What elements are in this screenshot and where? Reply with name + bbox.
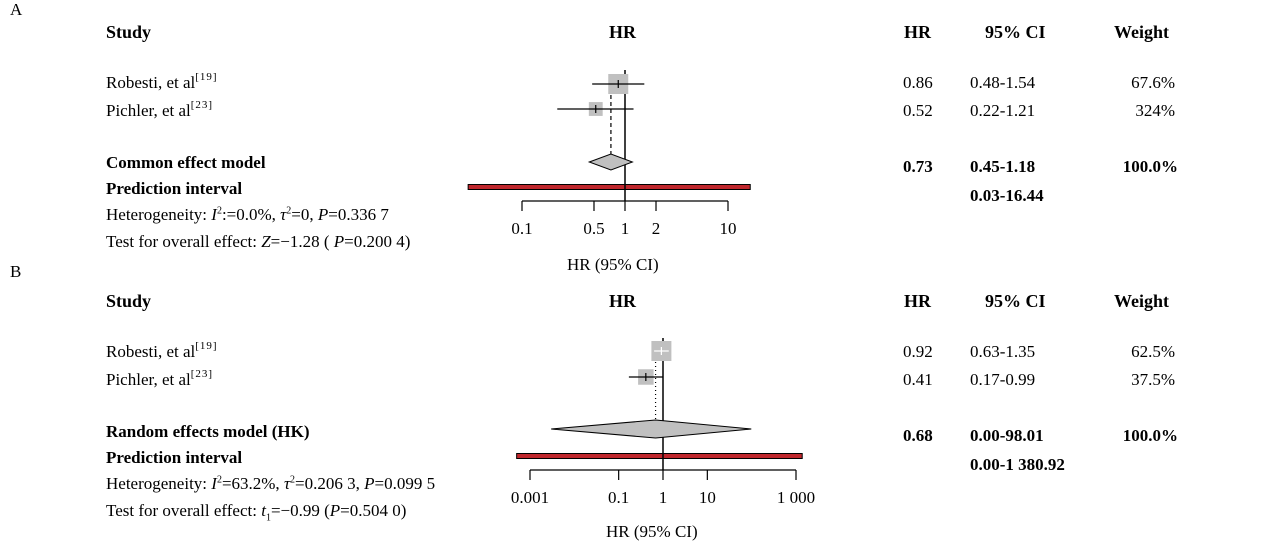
x-tick-label: 10	[720, 219, 737, 238]
superscript-2: 2	[216, 205, 222, 217]
x-tick-label: 2	[652, 219, 661, 238]
x-tick-label: 0.5	[583, 219, 604, 238]
model-hr: 0.68	[903, 426, 933, 445]
heterogeneity-text: Heterogeneity: I2:=0.0%, τ2=0, P=0.336 7	[106, 205, 389, 225]
p-value: =0.504 0)	[340, 501, 407, 520]
study-ref: [19]	[195, 71, 218, 83]
study-ci: 0.22-1.21	[970, 101, 1036, 120]
prediction-ci: 0.00-1 380.92	[970, 455, 1065, 474]
header-hr: HR	[904, 22, 931, 42]
i2-value: :=0.0%,	[221, 205, 281, 224]
overall-effect-text: Test for overall effect: Z=−1.28 ( P=0.2…	[106, 232, 410, 252]
p-symbol: P	[333, 232, 345, 251]
prediction-interval-bar	[516, 453, 803, 459]
superscript-2: 2	[216, 474, 222, 486]
overall-prefix: Test for overall effect:	[106, 232, 262, 251]
study-name: Pichler, et al	[106, 370, 191, 389]
x-tick-label: 10	[699, 488, 716, 507]
study-hr: 0.92	[903, 342, 933, 361]
p-value: =0.099 5	[374, 474, 436, 493]
pooled-diamond	[551, 419, 752, 439]
p-value: =0.200 4)	[344, 232, 411, 251]
study-ref: [23]	[190, 368, 214, 380]
pooled-diamond	[587, 153, 634, 171]
study-hr: 0.86	[903, 73, 933, 92]
header-hr: HR	[904, 291, 931, 311]
model-label: Common effect model	[106, 153, 266, 172]
i2-value: =63.2%,	[221, 474, 284, 493]
header-hr-plot: HR	[609, 22, 636, 42]
study-hr: 0.52	[903, 101, 933, 120]
model-weight: 100.0%	[1122, 426, 1178, 445]
stat-symbol: t	[261, 501, 266, 520]
axis-label: HR (95% CI)	[606, 522, 698, 541]
prediction-ci: 0.03-16.44	[970, 186, 1044, 205]
header-ci: 95% CI	[985, 291, 1046, 311]
header-weight: Weight	[1114, 291, 1170, 311]
heterogeneity-prefix: Heterogeneity:	[106, 474, 212, 493]
x-tick-label: 1	[621, 219, 630, 238]
model-ci: 0.00-98.01	[970, 426, 1044, 445]
stat-value: =−1.28 (	[270, 232, 334, 251]
overall-prefix: Test for overall effect:	[106, 501, 262, 520]
study-name: Robesti, et al	[106, 342, 196, 361]
p-value: =0.336 7	[328, 205, 389, 224]
prediction-label: Prediction interval	[106, 179, 243, 198]
study-weight: 324%	[1135, 101, 1175, 120]
p-symbol: P	[329, 501, 341, 520]
panel-letter-b: B	[10, 262, 22, 281]
panel-letter-a: A	[10, 0, 23, 19]
model-ci: 0.45-1.18	[970, 157, 1036, 176]
heterogeneity-prefix: Heterogeneity:	[106, 205, 212, 224]
study-name: Pichler, et al	[106, 101, 191, 120]
x-tick-label: 0.1	[511, 219, 532, 238]
overall-effect-text: Test for overall effect: t1=−0.99 (P=0.5…	[106, 501, 406, 523]
p-symbol: P	[364, 474, 375, 493]
study-row: Robesti, et al[19]	[106, 71, 218, 93]
x-tick-label: 1	[659, 488, 668, 507]
study-weight: 67.6%	[1131, 73, 1175, 92]
study-row: Pichler, et al[23]	[106, 99, 214, 121]
study-ref: [19]	[195, 340, 218, 352]
model-label: Random effects model (HK)	[106, 422, 310, 441]
i2-symbol: I	[211, 474, 217, 493]
header-study: Study	[106, 291, 152, 311]
study-row: Pichler, et al[23]	[106, 368, 214, 390]
header-weight: Weight	[1114, 22, 1170, 42]
tau-symbol: τ	[280, 205, 287, 224]
x-tick-label: 0.001	[511, 488, 549, 507]
model-hr: 0.73	[903, 157, 933, 176]
x-tick-label: 0.1	[608, 488, 629, 507]
stat-symbol: Z	[261, 232, 271, 251]
tau-value: =0,	[291, 205, 318, 224]
superscript-2: 2	[290, 474, 296, 486]
prediction-interval-bar	[467, 184, 751, 190]
superscript-2: 2	[286, 205, 292, 217]
model-weight: 100.0%	[1122, 157, 1178, 176]
header-hr-plot: HR	[609, 291, 636, 311]
i2-symbol: I	[211, 205, 217, 224]
p-symbol: P	[317, 205, 329, 224]
heterogeneity-text: Heterogeneity: I2=63.2%, τ2=0.206 3, P=0…	[106, 474, 435, 494]
axis-label: HR (95% CI)	[567, 255, 659, 274]
study-ci: 0.48-1.54	[970, 73, 1036, 92]
header-study: Study	[106, 22, 152, 42]
study-weight: 37.5%	[1131, 370, 1175, 389]
prediction-label: Prediction interval	[106, 448, 243, 467]
study-name: Robesti, et al	[106, 73, 196, 92]
x-tick-label: 1 000	[777, 488, 815, 507]
stat-subscript: 1	[265, 512, 271, 524]
study-ci: 0.17-0.99	[970, 370, 1036, 389]
header-ci: 95% CI	[985, 22, 1046, 42]
study-weight: 62.5%	[1131, 342, 1175, 361]
stat-value: =−0.99 (	[270, 501, 330, 520]
study-row: Robesti, et al[19]	[106, 340, 218, 362]
study-ci: 0.63-1.35	[970, 342, 1036, 361]
study-ref: [23]	[190, 99, 214, 111]
study-hr: 0.41	[903, 370, 933, 389]
tau-value: =0.206 3,	[295, 474, 365, 493]
tau-symbol: τ	[283, 474, 291, 493]
